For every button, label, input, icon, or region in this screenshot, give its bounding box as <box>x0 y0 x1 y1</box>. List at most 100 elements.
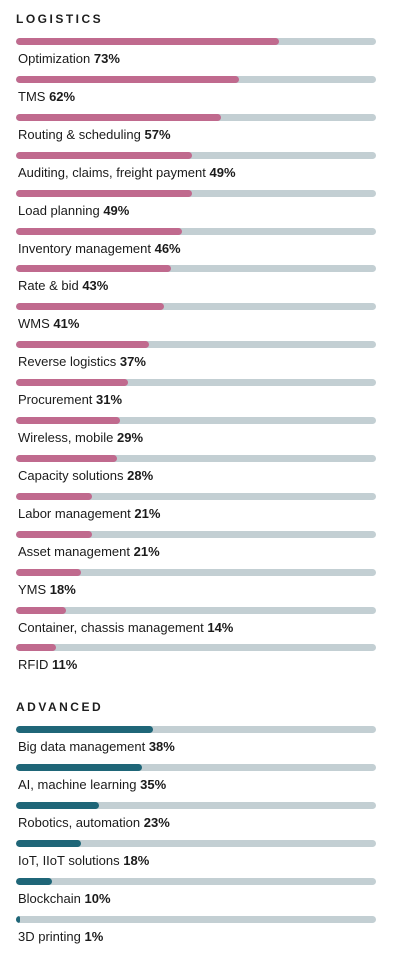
category-label: Inventory management <box>18 240 151 256</box>
bar-label: Capacity solutions 28% <box>18 468 153 483</box>
value-label: 46% <box>154 240 181 256</box>
bar <box>16 726 153 733</box>
bar-label: Asset management 21% <box>18 544 160 559</box>
category-label: Labor management <box>18 505 131 521</box>
category-label: Capacity solutions <box>18 467 124 483</box>
value-label: 28% <box>127 467 154 483</box>
bar-label: AI, machine learning 35% <box>18 777 166 792</box>
category-label: RFID <box>18 657 49 673</box>
bar <box>16 341 150 349</box>
category-label: Big data management <box>18 739 146 754</box>
section-title: LOGISTICS <box>16 12 104 26</box>
bar-label: IoT, IIoT solutions 18% <box>18 853 149 868</box>
bar-track <box>16 303 376 311</box>
category-label: Rate & bid <box>18 278 79 294</box>
bar-label: Auditing, claims, freight payment 49% <box>18 165 236 180</box>
bar <box>16 113 222 121</box>
bar-label: Optimization 73% <box>18 51 120 66</box>
value-label: 23% <box>143 814 170 830</box>
category-label: WMS <box>18 316 50 332</box>
bar <box>16 151 193 159</box>
category-label: Container, chassis management <box>18 619 204 635</box>
bar-track <box>16 801 376 809</box>
bar-label: WMS 41% <box>18 316 79 331</box>
category-label: Optimization <box>18 51 91 66</box>
bar-track <box>16 530 376 538</box>
value-label: 29% <box>116 430 144 445</box>
category-label: Robotics, automation <box>18 814 141 830</box>
value-label: 11% <box>51 657 78 673</box>
bar <box>16 568 81 576</box>
bar-label: 3D printing 1% <box>18 929 103 944</box>
bar-label: TMS 62% <box>18 89 75 104</box>
value-label: 10% <box>84 890 111 906</box>
bar-track <box>16 341 376 349</box>
bar-track <box>16 113 376 121</box>
value-label: 35% <box>140 776 167 792</box>
bar <box>16 227 182 235</box>
value-label: 21% <box>134 505 161 521</box>
category-label: TMS <box>18 88 46 104</box>
bar-label: Labor management 21% <box>18 506 160 521</box>
bar <box>16 839 81 847</box>
bar-label: YMS 18% <box>18 582 76 597</box>
bar-track <box>16 379 376 387</box>
value-label: 21% <box>133 543 160 559</box>
bar-label: Blockchain 10% <box>18 891 111 906</box>
bar-track <box>16 189 376 197</box>
bar <box>16 75 240 83</box>
bar <box>16 189 193 197</box>
bar <box>16 454 117 462</box>
category-label: Procurement <box>18 392 93 408</box>
value-label: 49% <box>209 164 236 180</box>
bar-track <box>16 492 376 500</box>
bar-track <box>16 568 376 576</box>
bar <box>16 763 142 771</box>
category-label: Asset management <box>18 543 131 559</box>
value-label: 49% <box>103 202 130 218</box>
value-label: 57% <box>144 126 171 142</box>
bar-label: Wireless, mobile 29% <box>18 430 143 445</box>
value-label: 62% <box>49 88 76 104</box>
bar-track <box>16 839 376 847</box>
bar-label: Reverse logistics 37% <box>18 354 146 369</box>
category-label: 3D printing <box>18 928 81 944</box>
bar-track <box>16 454 376 462</box>
bar <box>16 379 128 387</box>
category-label: YMS <box>18 581 47 597</box>
bar <box>16 417 121 424</box>
bar <box>16 915 20 923</box>
value-label: 38% <box>148 739 175 754</box>
category-label: AI, machine learning <box>18 776 137 792</box>
bar-track <box>16 915 376 923</box>
value-label: 1% <box>84 928 104 944</box>
bar <box>16 877 52 885</box>
bar-track <box>16 877 376 885</box>
category-label: IoT, IIoT solutions <box>18 852 120 868</box>
bar <box>16 303 164 311</box>
value-label: 37% <box>119 354 146 370</box>
bar-track <box>16 265 376 273</box>
value-label: 31% <box>96 392 123 408</box>
value-label: 18% <box>123 852 150 868</box>
bar <box>16 492 92 500</box>
category-label: Load planning <box>18 202 100 218</box>
bar-track <box>16 644 376 652</box>
bar-track <box>16 227 376 235</box>
category-label: Auditing, claims, freight payment <box>18 164 206 180</box>
value-label: 43% <box>82 278 109 294</box>
bar-track <box>16 38 376 45</box>
bar <box>16 265 171 273</box>
bar-track <box>16 606 376 614</box>
bar-label: Container, chassis management 14% <box>18 620 233 635</box>
value-label: 18% <box>49 581 76 597</box>
bar-label: Load planning 49% <box>18 203 129 218</box>
category-label: Blockchain <box>18 890 81 906</box>
section-title: ADVANCED <box>16 700 104 714</box>
bar-track <box>16 75 376 83</box>
bar-track <box>16 726 376 733</box>
bar-label: RFID 11% <box>18 657 77 672</box>
value-label: 41% <box>53 316 80 332</box>
bar <box>16 530 92 538</box>
